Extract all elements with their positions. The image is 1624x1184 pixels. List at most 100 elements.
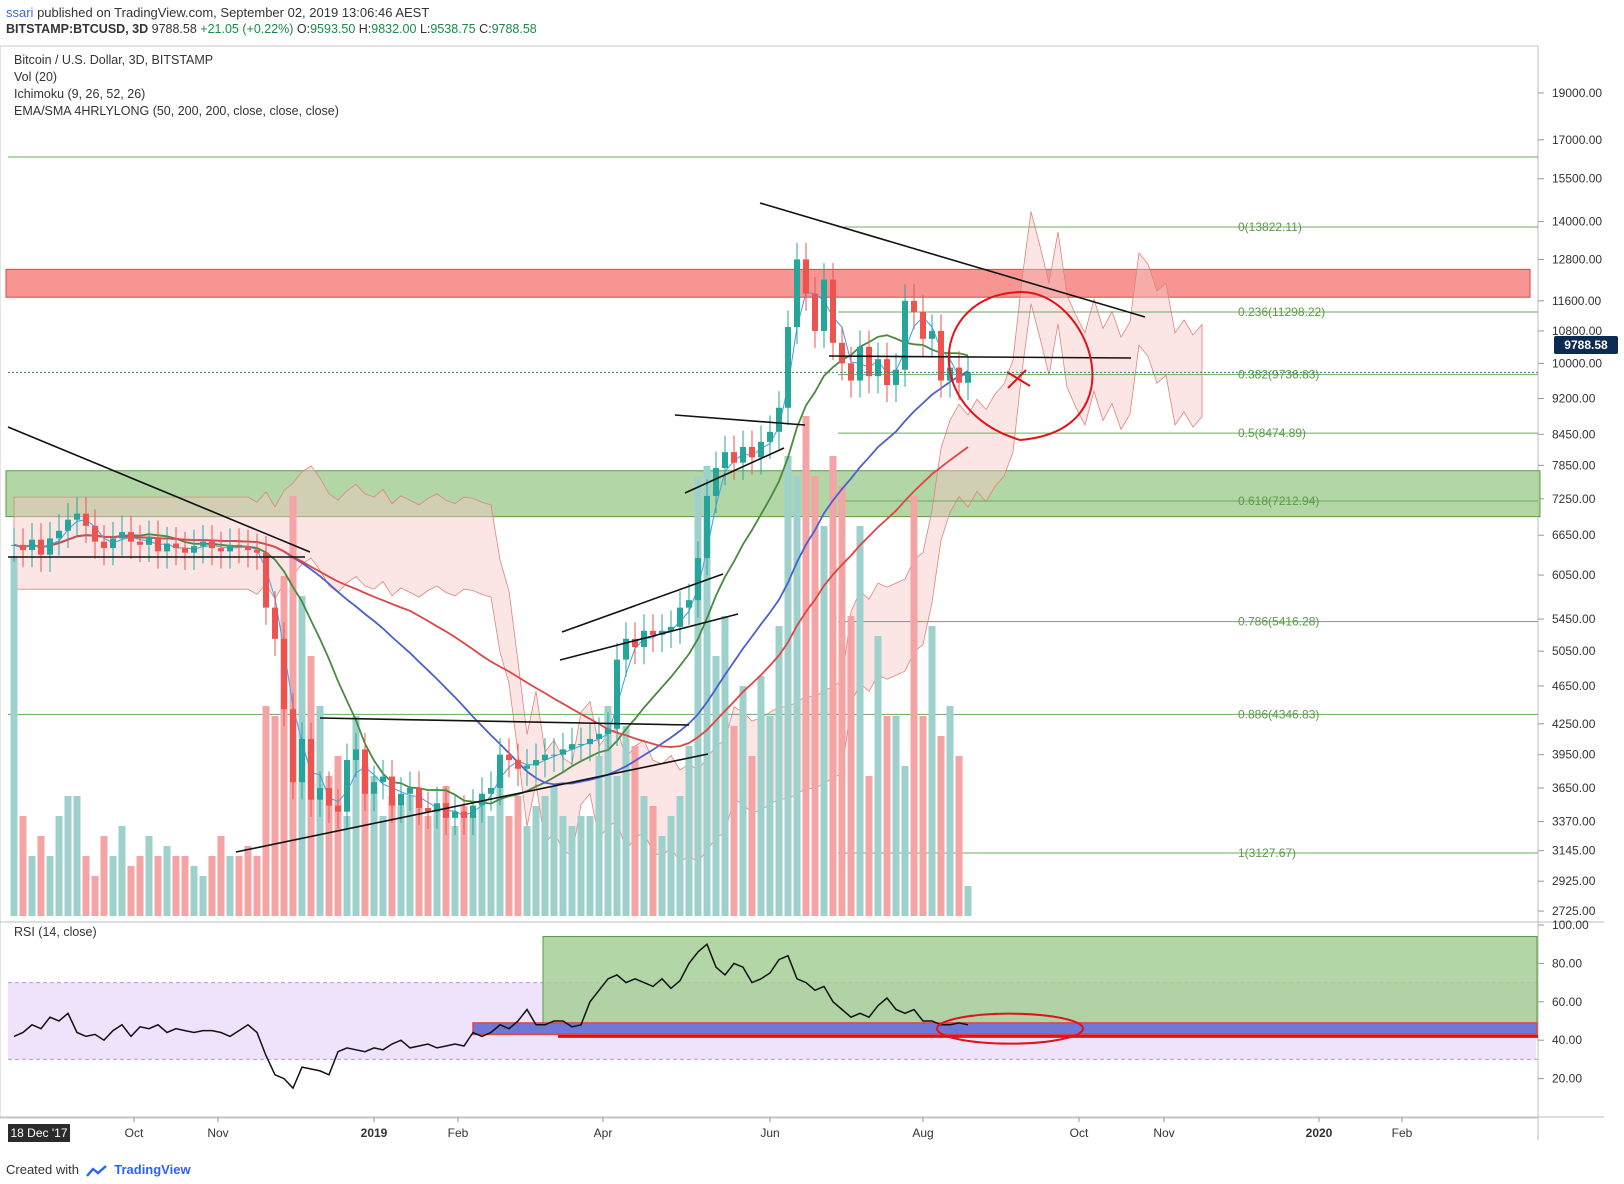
- volume-bar: [271, 716, 279, 916]
- legend-title: Bitcoin / U.S. Dollar, 3D, BITSTAMP: [14, 53, 214, 67]
- ema-200-line: [13, 446, 969, 748]
- quote-line: BITSTAMP:BTCUSD, 3D 9788.58 +21.05 (+0.2…: [6, 22, 537, 36]
- volume-bar: [19, 816, 27, 916]
- volume-bar: [613, 776, 621, 916]
- x-tick-label: Nov: [207, 1126, 228, 1140]
- volume-bar: [235, 856, 243, 916]
- volume-bar: [883, 716, 891, 916]
- y-tick-label: 9200.00: [1552, 391, 1596, 405]
- rsi-tick-label: 80.00: [1552, 956, 1582, 970]
- candle-body: [884, 359, 890, 385]
- volume-bar: [181, 856, 189, 916]
- candle-body: [380, 776, 386, 783]
- candle-body: [686, 600, 692, 608]
- x-tick-label: Nov: [1153, 1126, 1174, 1140]
- fib-label: 0.236(11298.22): [1238, 305, 1325, 319]
- legend-rsi[interactable]: RSI (14, close): [14, 925, 97, 939]
- candle-body: [461, 811, 467, 818]
- volume-bar: [388, 796, 396, 916]
- tradingview-brand[interactable]: TradingView: [114, 1162, 191, 1177]
- volume-bar: [577, 816, 585, 916]
- footer: Created with TradingView: [6, 1162, 191, 1177]
- low-label: L:: [419, 22, 431, 36]
- volume-bar: [676, 796, 684, 916]
- rsi-blue-zone: [472, 1022, 1538, 1036]
- volume-bar: [37, 836, 45, 916]
- volume-bar: [955, 756, 963, 916]
- high-value: 9832.00: [371, 22, 417, 36]
- candle-body: [488, 787, 494, 794]
- y-tick-label: 11600.00: [1552, 294, 1601, 308]
- volume-bar: [631, 746, 639, 916]
- volume-bar: [730, 726, 738, 916]
- volume-bar: [892, 716, 900, 916]
- volume-bar: [757, 676, 765, 916]
- candle-body: [263, 552, 269, 608]
- x-tick-label: 2020: [1306, 1126, 1333, 1140]
- candle-body: [632, 638, 638, 648]
- candle-body: [83, 513, 89, 526]
- candle-body: [542, 754, 548, 761]
- legend-ema[interactable]: EMA/SMA 4HRLYLONG (50, 200, 200, close, …: [14, 104, 339, 118]
- last-price-tag: 9788.58: [1554, 336, 1618, 354]
- volume-bar: [802, 416, 810, 916]
- fib-label: 0.618(7212.94): [1238, 494, 1319, 508]
- legend-ichimoku[interactable]: Ichimoku (9, 26, 52, 26): [14, 87, 146, 101]
- candle-body: [659, 630, 665, 635]
- volume-bar: [667, 816, 675, 916]
- candle-body: [704, 495, 710, 559]
- publisher-name[interactable]: ssari: [6, 5, 34, 20]
- x-tick-label: Apr: [594, 1126, 613, 1140]
- volume-bar: [28, 856, 36, 916]
- legend-vol[interactable]: Vol (20): [14, 70, 58, 84]
- candle-body: [668, 626, 674, 631]
- candle-body: [101, 541, 107, 549]
- open-label: O:: [296, 22, 311, 36]
- candle-body: [560, 749, 566, 755]
- volume-bar: [658, 836, 666, 916]
- x-tick-label: Oct: [1070, 1126, 1089, 1140]
- volume-bar: [622, 726, 630, 916]
- candle-body: [218, 548, 224, 552]
- volume-bar: [505, 816, 513, 916]
- candle-body: [875, 359, 881, 377]
- trend-line: [235, 753, 709, 853]
- candle-body: [47, 538, 53, 555]
- volume-bar: [379, 816, 387, 916]
- volume-bar: [163, 846, 171, 916]
- volume-bar: [82, 856, 90, 916]
- candle-body: [965, 372, 971, 383]
- candle-body: [344, 760, 350, 812]
- candle-body: [317, 787, 323, 800]
- candle-body: [371, 782, 377, 794]
- volume-bar: [568, 826, 576, 916]
- candle-body: [533, 760, 539, 766]
- annotation-circle: [947, 290, 1094, 441]
- candle-body: [551, 754, 557, 756]
- volume-bar: [442, 786, 450, 916]
- fib-label: 0(13822.11): [1238, 220, 1302, 234]
- volume-bar: [325, 776, 333, 916]
- trend-line: [561, 573, 724, 633]
- candle-body: [596, 733, 602, 739]
- candle-body: [920, 311, 926, 339]
- annotation-x-icon: [1007, 369, 1027, 389]
- volume-bar: [469, 816, 477, 916]
- y-tick-label: 8450.00: [1552, 427, 1596, 441]
- candle-body: [20, 544, 26, 551]
- candle-body: [569, 744, 575, 750]
- rsi-tick-label: 100.00: [1552, 918, 1589, 932]
- volume-bar: [487, 816, 495, 916]
- volume-bar: [775, 626, 783, 916]
- volume-bar: [118, 826, 126, 916]
- candle-body: [236, 544, 242, 547]
- candle-body: [281, 638, 287, 710]
- price-chart[interactable]: 19000.00 17000.00 15500.00 14000.00 12800.00…: [0, 40, 1624, 1160]
- y-tick-label: 7250.00: [1552, 492, 1596, 506]
- candle-body: [893, 369, 899, 385]
- x-tick-label: Aug: [912, 1126, 933, 1140]
- volume-bar: [532, 806, 540, 916]
- volume-bar: [739, 686, 747, 916]
- y-tick-label: 10800.00: [1552, 324, 1602, 338]
- fib-label: 0.382(9736.83): [1238, 368, 1319, 382]
